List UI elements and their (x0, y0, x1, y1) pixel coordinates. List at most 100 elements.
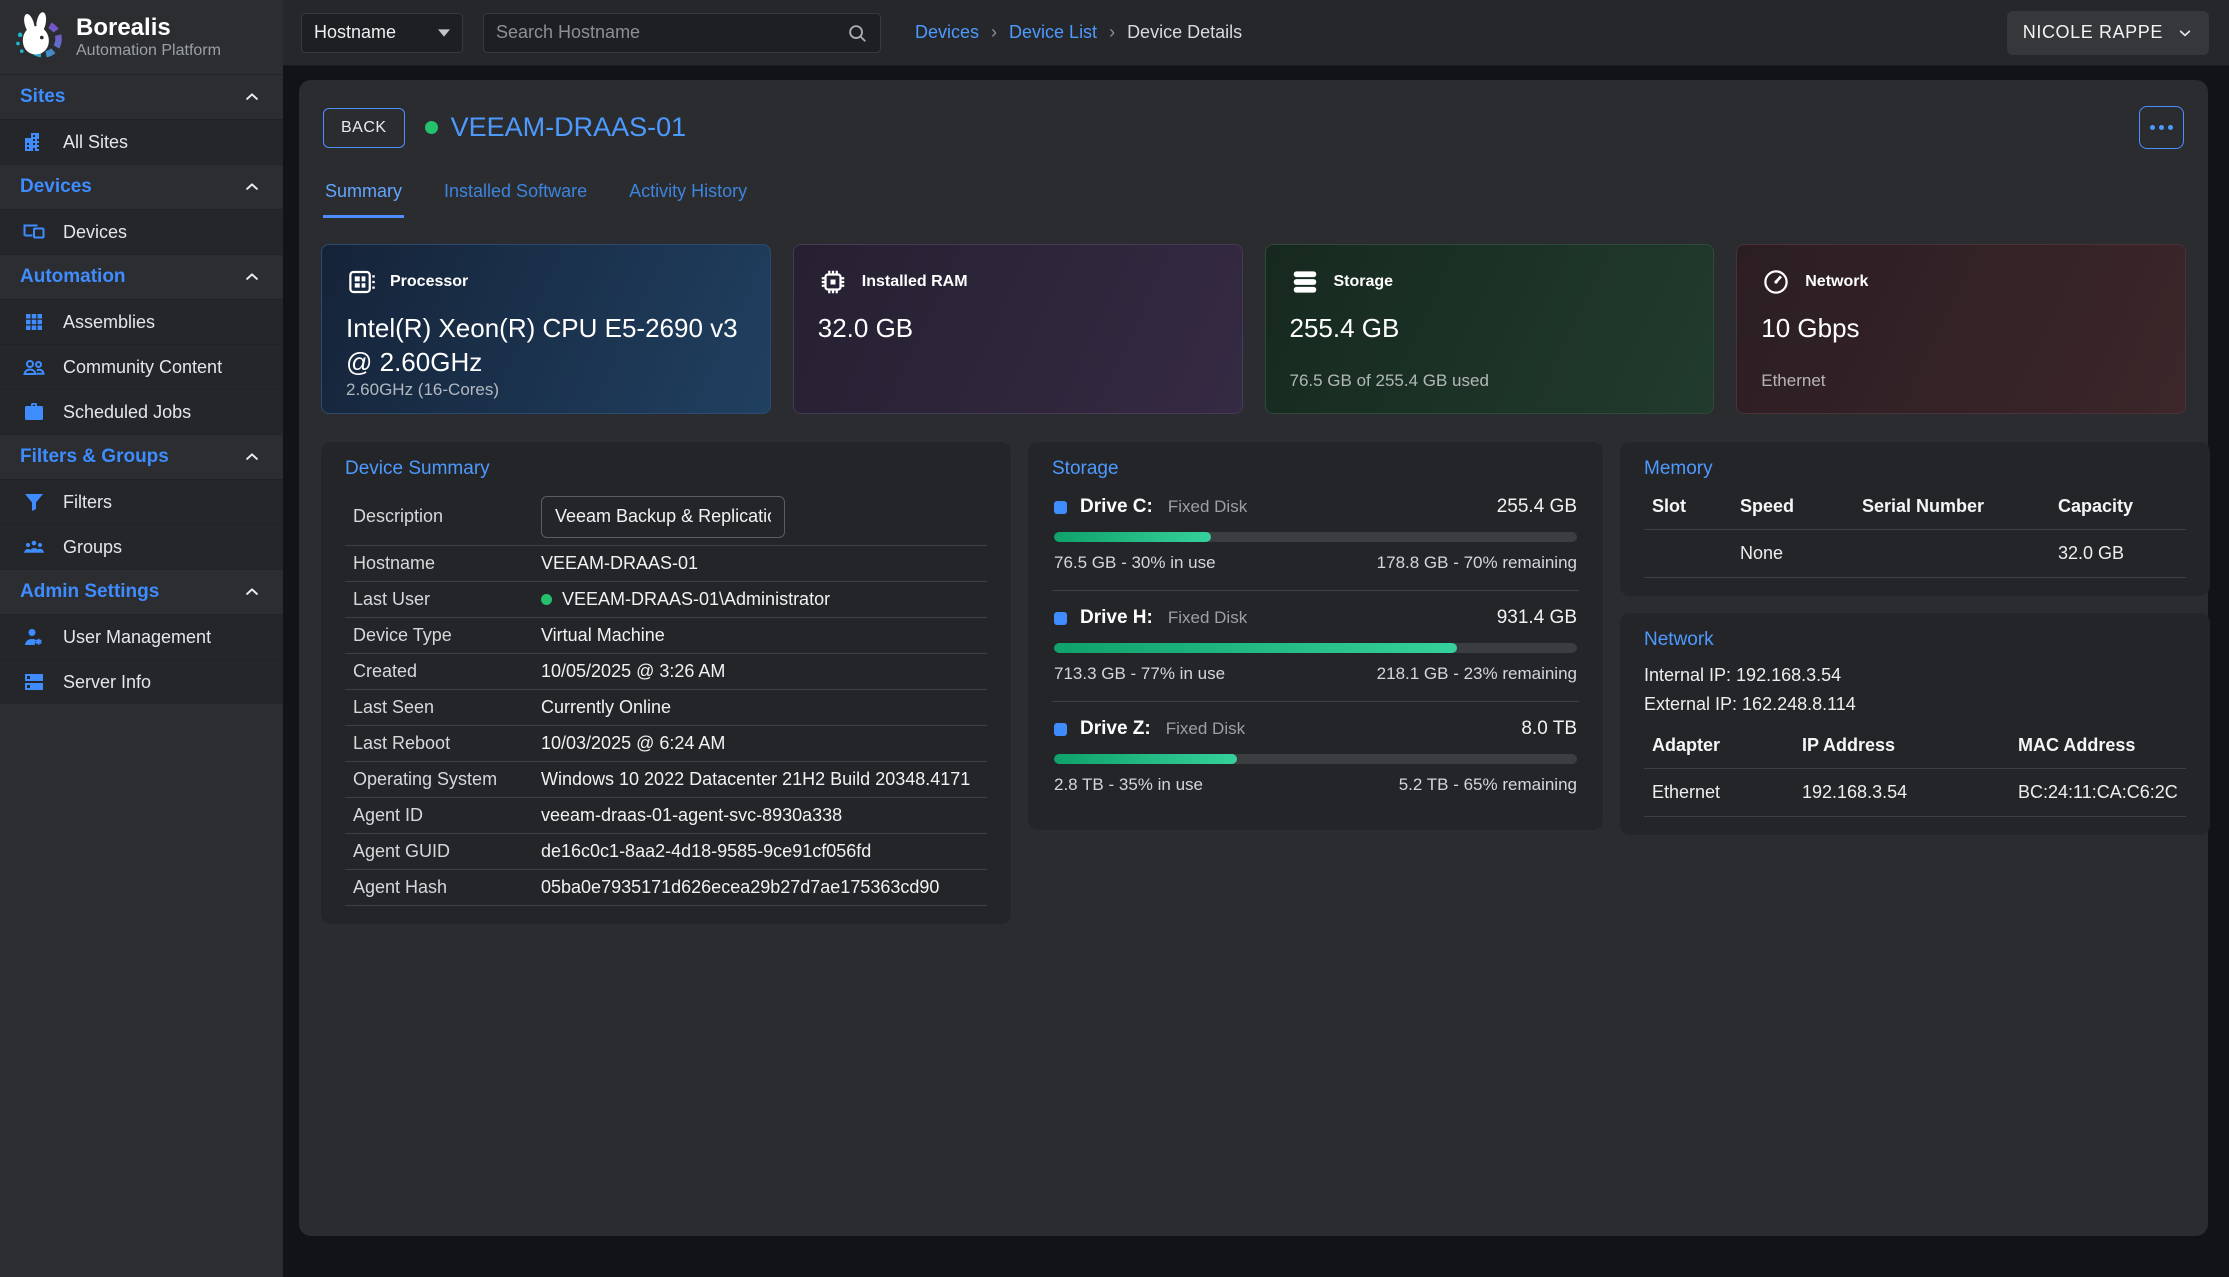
search-box (483, 13, 881, 53)
breadcrumb-device-details: Device Details (1127, 22, 1242, 43)
sidebar-item-label: Devices (63, 222, 127, 243)
sidebar-item-community-content[interactable]: Community Content (0, 344, 283, 389)
description-input[interactable] (541, 496, 785, 538)
breadcrumb-separator: › (991, 22, 997, 43)
right-column: Memory Slot Speed Serial Number Capacity… (1620, 442, 2210, 835)
sidebar-item-scheduled-jobs[interactable]: Scheduled Jobs (0, 389, 283, 434)
user-name: NICOLE RAPPE (2023, 22, 2163, 43)
section-label: Admin Settings (20, 581, 159, 603)
user-menu-button[interactable]: NICOLE RAPPE (2007, 11, 2209, 55)
chevron-up-icon (243, 88, 261, 106)
drive-used-label: 713.3 GB - 77% in use (1054, 664, 1225, 684)
storage-stack-icon (1290, 267, 1320, 297)
sidebar-item-user-management[interactable]: User Management (0, 614, 283, 659)
sidebar-section-sites[interactable]: Sites (0, 74, 283, 119)
brand-text: Borealis Automation Platform (76, 14, 221, 60)
sidebar-item-label: Assemblies (63, 312, 155, 333)
brand-subtitle: Automation Platform (76, 42, 221, 60)
sidebar-section-devices[interactable]: Devices (0, 164, 283, 209)
panel-title: Device Summary (345, 458, 987, 480)
summary-row-agent-id: Agent ID veeam-draas-01-agent-svc-8930a3… (345, 798, 987, 834)
card-subtitle: 76.5 GB of 255.4 GB used (1290, 371, 1690, 391)
online-status-dot (541, 594, 552, 605)
search-field-select[interactable]: Hostname (301, 13, 463, 53)
sidebar-item-label: Scheduled Jobs (63, 402, 191, 423)
sidebar-item-server-info[interactable]: Server Info (0, 659, 283, 704)
card-value: Intel(R) Xeon(R) CPU E5-2690 v3 @ 2.60GH… (346, 312, 746, 380)
search-input[interactable] (496, 22, 846, 43)
drive-remaining-label: 218.1 GB - 23% remaining (1377, 664, 1577, 684)
panel-title: Storage (1052, 458, 1579, 480)
tab-activity-history[interactable]: Activity History (627, 173, 749, 218)
panel-title: Memory (1644, 458, 2186, 480)
summary-row-device-type: Device Type Virtual Machine (345, 618, 987, 654)
sidebar-item-assemblies[interactable]: Assemblies (0, 299, 283, 344)
sidebar-item-label: Filters (63, 492, 112, 513)
main-area: Hostname Devices › Device List › Device … (283, 0, 2229, 1277)
drive-remaining-label: 5.2 TB - 65% remaining (1399, 775, 1577, 795)
sidebar-item-label: Server Info (63, 672, 151, 693)
card-value: 32.0 GB (818, 312, 1218, 346)
storage-panel: Storage Drive C: Fixed Disk 255.4 GB 76.… (1028, 442, 1603, 830)
network-table-row: Ethernet 192.168.3.54 BC:24:11:CA:C6:2C (1644, 769, 2186, 817)
search-icon (846, 22, 868, 44)
internal-ip: Internal IP: 192.168.3.54 (1644, 661, 2186, 690)
sidebar-item-filters[interactable]: Filters (0, 479, 283, 524)
processor-card: Processor Intel(R) Xeon(R) CPU E5-2690 v… (321, 244, 771, 414)
rabbit-gear-logo-icon (12, 11, 64, 63)
memory-panel: Memory Slot Speed Serial Number Capacity… (1620, 442, 2210, 596)
more-actions-button[interactable] (2139, 106, 2184, 149)
groups-icon (22, 535, 46, 559)
device-title: VEEAM-DRAAS-01 (425, 112, 687, 143)
sidebar-section-automation[interactable]: Automation (0, 254, 283, 299)
breadcrumb-device-list[interactable]: Device List (1009, 22, 1097, 43)
sidebar-section-admin-settings[interactable]: Admin Settings (0, 569, 283, 614)
device-summary-panel: Device Summary Description Hostname VEEA… (321, 442, 1011, 924)
sidebar-item-all-sites[interactable]: All Sites (0, 119, 283, 164)
drive-bullet-icon (1054, 612, 1067, 625)
card-value: 255.4 GB (1290, 312, 1690, 346)
network-card: Network 10 Gbps Ethernet (1736, 244, 2186, 414)
drive-bullet-icon (1054, 723, 1067, 736)
ram-chip-icon (818, 267, 848, 297)
summary-row-last-seen: Last Seen Currently Online (345, 690, 987, 726)
network-table-header: Adapter IP Address MAC Address (1644, 723, 2186, 769)
content-area: BACK VEEAM-DRAAS-01 Summary Installed So… (283, 66, 2229, 1277)
summary-row-agent-guid: Agent GUID de16c0c1-8aa2-4d18-9585-9ce91… (345, 834, 987, 870)
section-label: Sites (20, 86, 65, 108)
memory-table-header: Slot Speed Serial Number Capacity (1644, 484, 2186, 530)
caret-down-icon (438, 29, 450, 37)
sidebar-item-label: User Management (63, 627, 211, 648)
back-button[interactable]: BACK (323, 108, 405, 148)
sidebar-section-filters-groups[interactable]: Filters & Groups (0, 434, 283, 479)
drive-row-h: Drive H: Fixed Disk 931.4 GB 713.3 GB - … (1052, 591, 1579, 702)
device-details-panel: BACK VEEAM-DRAAS-01 Summary Installed So… (299, 80, 2208, 1236)
drive-used-label: 76.5 GB - 30% in use (1054, 553, 1216, 573)
device-summary-table: Description Hostname VEEAM-DRAAS-01 Last… (345, 488, 987, 906)
card-value: 10 Gbps (1761, 312, 2161, 346)
chevron-up-icon (243, 583, 261, 601)
section-label: Filters & Groups (20, 446, 169, 468)
user-gear-icon (22, 625, 46, 649)
network-panel: Network Internal IP: 192.168.3.54 Extern… (1620, 613, 2210, 835)
summary-row-last-reboot: Last Reboot 10/03/2025 @ 6:24 AM (345, 726, 987, 762)
sidebar-item-groups[interactable]: Groups (0, 524, 283, 569)
external-ip: External IP: 162.248.8.114 (1644, 690, 2186, 719)
summary-row-hostname: Hostname VEEAM-DRAAS-01 (345, 546, 987, 582)
sidebar: Borealis Automation Platform Sites All S… (0, 0, 283, 1277)
tab-summary[interactable]: Summary (323, 173, 404, 218)
chevron-up-icon (243, 448, 261, 466)
drive-used-label: 2.8 TB - 35% in use (1054, 775, 1203, 795)
breadcrumb-separator: › (1109, 22, 1115, 43)
briefcase-icon (22, 400, 46, 424)
chevron-up-icon (243, 178, 261, 196)
breadcrumb-devices[interactable]: Devices (915, 22, 979, 43)
topbar: Hostname Devices › Device List › Device … (283, 0, 2229, 66)
sidebar-item-label: Groups (63, 537, 122, 558)
tab-installed-software[interactable]: Installed Software (442, 173, 589, 218)
sidebar-item-devices[interactable]: Devices (0, 209, 283, 254)
memory-table-row: None 32.0 GB (1644, 530, 2186, 578)
search-field-selected: Hostname (314, 22, 396, 43)
devices-icon (22, 220, 46, 244)
card-label: Storage (1334, 273, 1394, 291)
